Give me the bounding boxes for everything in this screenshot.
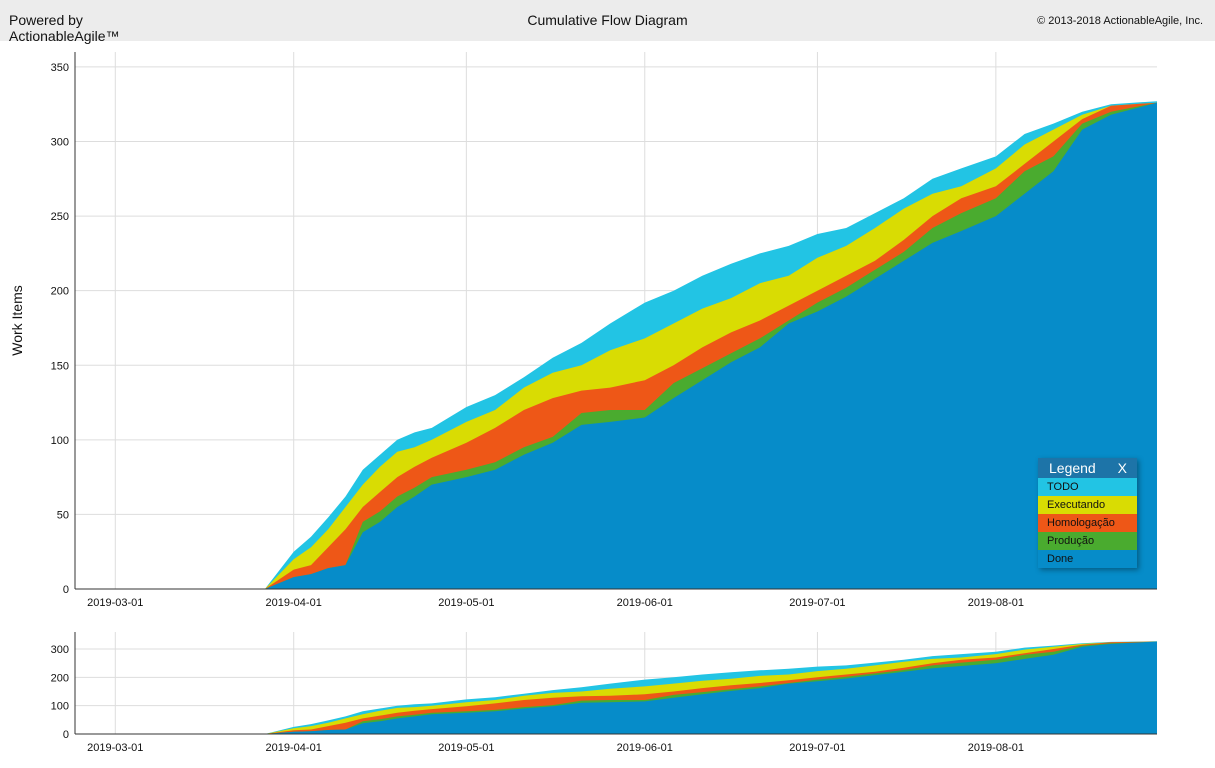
nav-y-tick-label: 100: [51, 701, 69, 713]
main-y-tick-label: 250: [51, 211, 69, 223]
legend-item-done[interactable]: Done: [1038, 550, 1137, 568]
nav-y-tick-label: 300: [51, 644, 69, 656]
main-area-done: [75, 102, 1157, 589]
legend-title: Legend: [1049, 460, 1096, 476]
legend-item-homologacao[interactable]: Homologação: [1038, 514, 1137, 532]
navigator-chart[interactable]: 0 100 200 300 2019-03-01 2019-04-01 2019-05-01…: [0, 620, 1215, 768]
legend-item-producao[interactable]: Produção: [1038, 532, 1137, 550]
main-y-tick-label: 150: [51, 360, 69, 372]
legend-item-executando[interactable]: Executando: [1038, 496, 1137, 514]
main-x-tick-label: 2019-03-01: [87, 597, 143, 609]
powered-by-brand[interactable]: ActionableAgile™: [9, 28, 120, 44]
main-x-tick-label: 2019-04-01: [266, 597, 322, 609]
legend-item-todo[interactable]: TODO: [1038, 478, 1137, 496]
nav-x-tick-label: 2019-05-01: [438, 742, 494, 754]
main-y-tick-label: 100: [51, 435, 69, 447]
navigator-areas: [75, 641, 1157, 734]
main-axes: 0 50 100 150 200 250 300 350 2019-03-01 2019-04-0…: [9, 52, 1157, 609]
main-y-tick-label: 200: [51, 286, 69, 298]
powered-by: Powered by ActionableAgile™: [9, 12, 120, 44]
nav-y-tick-label: 200: [51, 672, 69, 684]
navigator-axes: 0 100 200 300 2019-03-01 2019-04-01 2019-05-01…: [51, 632, 1157, 754]
main-y-tick-label: 350: [51, 62, 69, 74]
nav-y-tick-label: 0: [63, 729, 69, 741]
nav-x-tick-label: 2019-07-01: [789, 742, 845, 754]
legend-items: TODO Executando Homologação Produção Done: [1038, 478, 1137, 568]
main-x-tick-label: 2019-08-01: [968, 597, 1024, 609]
main-y-tick-label: 0: [63, 584, 69, 596]
chart-title: Cumulative Flow Diagram: [527, 12, 688, 28]
main-x-tick-label: 2019-05-01: [438, 597, 494, 609]
copyright-notice: © 2013-2018 ActionableAgile, Inc.: [1037, 15, 1203, 27]
main-chart[interactable]: 0 50 100 150 200 250 300 350 2019-03-01 2019-04-0…: [0, 41, 1215, 611]
legend-close-button[interactable]: X: [1117, 460, 1127, 476]
main-x-tick-label: 2019-07-01: [789, 597, 845, 609]
nav-x-tick-label: 2019-03-01: [87, 742, 143, 754]
powered-by-line1: Powered by: [9, 12, 83, 28]
nav-x-tick-label: 2019-04-01: [266, 742, 322, 754]
nav-x-tick-label: 2019-06-01: [617, 742, 673, 754]
y-axis-title: Work Items: [9, 285, 25, 356]
legend-header: Legend X: [1038, 458, 1137, 478]
legend-panel: Legend X TODO Executando Homologação Produç…: [1038, 458, 1137, 568]
nav-x-tick-label: 2019-08-01: [968, 742, 1024, 754]
main-y-tick-label: 50: [57, 509, 69, 521]
main-y-tick-label: 300: [51, 137, 69, 149]
app-header: Powered by ActionableAgile™ Cumulative F…: [0, 0, 1215, 44]
main-areas: [75, 101, 1157, 589]
nav-area-done: [75, 641, 1157, 734]
main-x-tick-label: 2019-06-01: [617, 597, 673, 609]
